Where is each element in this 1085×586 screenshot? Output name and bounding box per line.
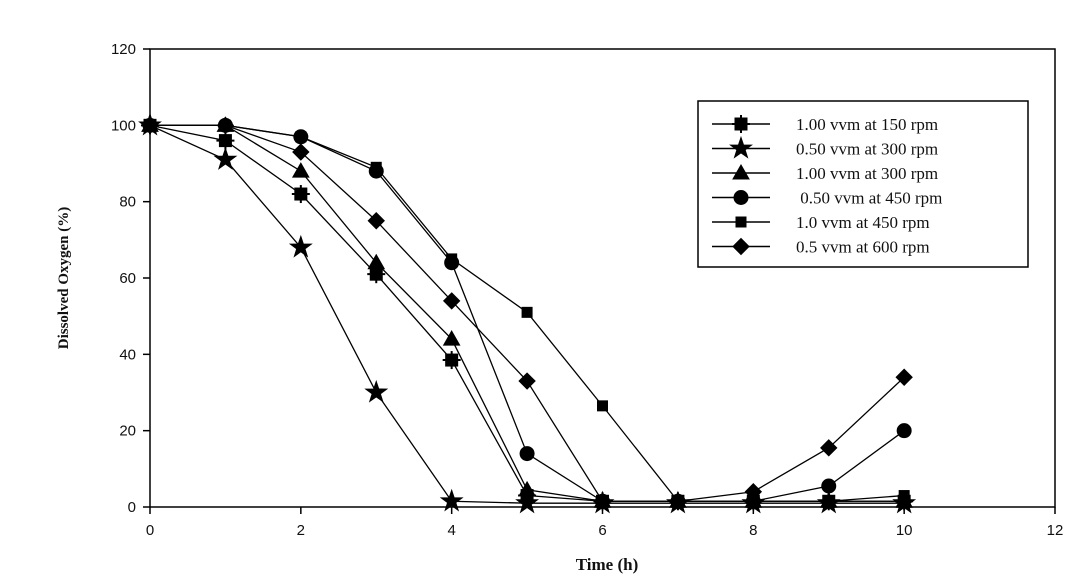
- data-point: [288, 234, 313, 258]
- x-axis: 0 2 4 6 8 10 12: [146, 507, 1064, 539]
- data-point: [216, 131, 235, 150]
- data-point: [442, 351, 461, 370]
- data-point: [729, 135, 753, 159]
- legend-item: 0.50 vvm at 300 rpm: [712, 135, 938, 159]
- data-point: [669, 492, 687, 510]
- y-axis-title: Dissolved Oxygen (%): [56, 207, 72, 350]
- legend: 1.00 vvm at 150 rpm 0.50 vvm at 300 rpm 1.…: [697, 100, 1029, 268]
- data-point: [898, 490, 910, 502]
- legend-item: 0.50 vvm at 450 rpm: [712, 189, 942, 208]
- data-point: [213, 147, 238, 170]
- data-point: [439, 488, 464, 512]
- x-tick-label: 6: [598, 522, 606, 539]
- data-point: [367, 212, 385, 230]
- data-point: [519, 446, 535, 462]
- legend-box: [697, 100, 1029, 268]
- data-point: [291, 162, 310, 178]
- x-tick-label: 8: [749, 522, 757, 539]
- data-point: [823, 495, 835, 507]
- y-tick-label: 60: [119, 270, 136, 287]
- data-point: [216, 116, 235, 135]
- data-point: [442, 330, 461, 346]
- data-point: [521, 306, 533, 318]
- legend-label: 0.50 vvm at 450 rpm: [796, 189, 942, 208]
- data-point: [367, 253, 386, 270]
- x-tick-label: 10: [896, 522, 913, 539]
- y-tick-label: 0: [128, 499, 136, 516]
- data-point: [732, 115, 750, 133]
- data-point: [295, 131, 307, 143]
- data-point: [895, 368, 913, 386]
- data-point: [597, 400, 608, 412]
- legend-item: 1.00 vvm at 150 rpm: [712, 115, 938, 134]
- data-point: [518, 372, 536, 390]
- legend-label: 1.00 vvm at 150 rpm: [796, 115, 938, 134]
- data-point: [735, 216, 747, 228]
- data-point: [364, 379, 389, 403]
- x-tick-label: 2: [297, 522, 305, 539]
- data-point: [733, 190, 749, 205]
- y-tick-label: 40: [119, 346, 136, 363]
- legend-item: 1.00 vvm at 300 rpm: [712, 163, 938, 183]
- x-axis-title: Time (h): [576, 555, 639, 574]
- data-point: [518, 480, 536, 497]
- legend-label: 0.50 vvm at 300 rpm: [796, 140, 938, 159]
- x-tick-label: 12: [1047, 522, 1064, 539]
- data-point: [141, 116, 159, 135]
- data-point: [820, 439, 838, 457]
- data-point: [896, 423, 912, 439]
- y-axis: 0 20 40 60 80 100 120: [111, 41, 150, 516]
- legend-item: 0.5 vvm at 600 rpm: [712, 238, 930, 257]
- y-tick-label: 100: [111, 117, 136, 134]
- y-tick-label: 120: [111, 41, 136, 58]
- x-tick-label: 4: [447, 522, 455, 539]
- data-point: [593, 492, 612, 510]
- series-layer: [138, 112, 917, 514]
- series-6: [141, 116, 913, 510]
- data-point: [292, 143, 310, 161]
- data-point: [515, 490, 540, 514]
- legend-label: 0.5 vvm at 600 rpm: [796, 238, 930, 257]
- data-point: [744, 483, 763, 501]
- legend-items: 1.00 vvm at 150 rpm 0.50 vvm at 300 rpm 1.…: [712, 115, 942, 257]
- legend-label: 1.00 vvm at 300 rpm: [796, 164, 938, 183]
- data-point: [442, 292, 461, 310]
- data-point: [732, 163, 750, 180]
- legend-item: 1.0 vvm at 450 rpm: [712, 213, 930, 232]
- data-point: [370, 161, 382, 173]
- x-tick-label: 0: [146, 522, 154, 539]
- y-tick-label: 80: [119, 194, 136, 211]
- legend-label: 1.0 vvm at 450 rpm: [796, 213, 930, 232]
- data-point: [446, 253, 458, 265]
- y-tick-label: 20: [119, 423, 136, 440]
- data-point: [732, 237, 750, 256]
- data-point: [291, 185, 310, 204]
- data-point: [821, 478, 837, 494]
